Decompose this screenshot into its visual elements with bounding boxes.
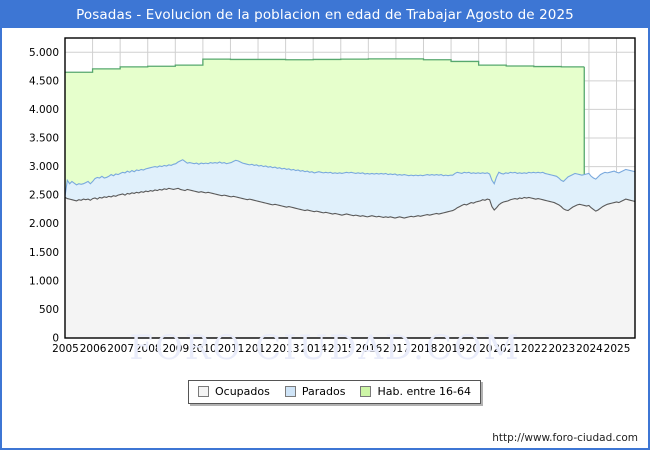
x-tick-label: 2015 (328, 343, 355, 355)
x-tick-label: 2013 (273, 343, 300, 355)
legend-label-parados: Parados (301, 385, 346, 398)
x-tick-label: 2009 (162, 343, 189, 355)
legend-item-parados[interactable]: Parados (284, 385, 346, 398)
x-tick-label: 2018 (411, 343, 438, 355)
x-tick-label: 2019 (438, 343, 465, 355)
x-tick-label: 2016 (355, 343, 382, 355)
y-tick-label: 4.000 (29, 104, 59, 116)
x-tick-label: 2008 (135, 343, 162, 355)
y-tick-label: 4.500 (29, 75, 59, 87)
y-tick-label: 0 (52, 333, 59, 345)
x-tick-label: 2012 (245, 343, 272, 355)
y-tick-label: 1.500 (29, 247, 59, 259)
y-tick-label: 1.000 (29, 275, 59, 287)
chart-legend: Ocupados Parados Hab. entre 16-64 (188, 380, 482, 404)
legend-label-ocupados: Ocupados (215, 385, 270, 398)
x-tick-label: 2005 (52, 343, 79, 355)
x-tick-label: 2025 (604, 343, 631, 355)
y-tick-label: 500 (39, 304, 59, 316)
x-tick-label: 2021 (493, 343, 520, 355)
page-title: Posadas - Evolucion de la poblacion en e… (76, 7, 574, 23)
chart-svg: 0 500 1.000 1.500 2.000 2.500 3.000 3.500 4.000 4… (29, 37, 636, 355)
legend-item-hab-16-64[interactable]: Hab. entre 16-64 (360, 385, 471, 398)
legend-swatch-parados (284, 386, 296, 397)
window-titlebar: Posadas - Evolucion de la poblacion en e… (2, 2, 648, 28)
footer-url[interactable]: http://www.foro-ciudad.com (492, 432, 638, 444)
y-tick-label: 2.500 (29, 190, 59, 202)
legend-item-ocupados[interactable]: Ocupados (198, 385, 270, 398)
x-tick-label: 2010 (190, 343, 217, 355)
x-tick-label: 2020 (466, 343, 493, 355)
x-tick-label: 2023 (549, 343, 576, 355)
legend-swatch-ocupados (198, 386, 209, 397)
x-tick-label: 2011 (218, 343, 245, 355)
x-tick-label: 2024 (576, 343, 603, 355)
x-tick-label: 2014 (300, 343, 327, 355)
legend-swatch-hab-16-64 (360, 386, 372, 397)
legend-label-hab-16-64: Hab. entre 16-64 (377, 385, 472, 398)
x-tick-label: 2006 (80, 343, 107, 355)
y-tick-label: 3.000 (29, 161, 59, 173)
y-tick-label: 3.500 (29, 133, 59, 145)
x-tick-label: 2017 (383, 343, 410, 355)
x-tick-label: 2022 (521, 343, 548, 355)
x-tick-label: 2007 (107, 343, 134, 355)
y-tick-label: 5.000 (29, 47, 59, 59)
y-tick-label: 2.000 (29, 218, 59, 230)
